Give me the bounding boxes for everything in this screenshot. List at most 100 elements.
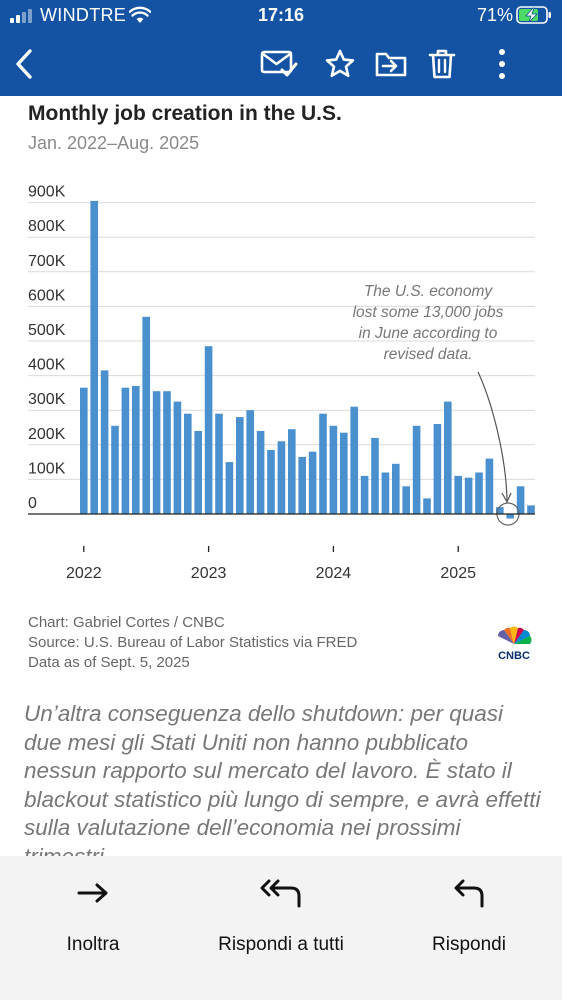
y-tick-label: 600K xyxy=(28,287,66,304)
mail-toolbar xyxy=(0,32,562,96)
bar-2023-06 xyxy=(256,431,265,514)
bar-2024-03 xyxy=(350,406,358,514)
y-tick-label: 500K xyxy=(28,322,66,339)
article-paragraph: Un’altra conseguenza dello shutdown: per… xyxy=(24,701,541,856)
bar-2024-08 xyxy=(402,486,410,514)
bar-2024-11 xyxy=(433,424,442,514)
bar-2023-05 xyxy=(246,410,254,514)
cnbc-logo-text: CNBC xyxy=(498,650,530,662)
annotation-line: The U.S. economy xyxy=(364,283,494,300)
back-arrow-icon xyxy=(16,49,32,79)
bar-2025-01 xyxy=(454,475,462,514)
bar-2022-02 xyxy=(90,200,98,514)
mark-read-button[interactable] xyxy=(258,32,300,96)
bar-2023-08 xyxy=(277,441,286,514)
bar-2022-06 xyxy=(132,386,140,514)
message-actions-bar: Inoltra Rispondi a tutti Rispondi xyxy=(0,856,562,1000)
carrier-name: WINDTRE xyxy=(40,5,127,25)
mark-read-envelope-icon xyxy=(260,50,298,77)
back-button[interactable] xyxy=(6,32,42,96)
chart-subtitle: Jan. 2022–Aug. 2025 xyxy=(28,133,200,153)
bar-2023-12 xyxy=(319,413,327,514)
bar-2025-06 xyxy=(506,514,514,519)
battery-percentage: 71% xyxy=(477,5,514,25)
chart-author-credit: Chart: Gabriel Cortes / CNBC xyxy=(28,614,225,631)
bar-2025-04 xyxy=(485,458,494,514)
bar-2022-05 xyxy=(121,387,130,514)
battery-charging-icon xyxy=(516,6,551,24)
bar-2023-09 xyxy=(288,429,296,514)
chart-title: Monthly job creation in the U.S. xyxy=(28,102,342,125)
bar-2023-04 xyxy=(236,417,244,514)
trash-icon xyxy=(428,49,456,79)
bar-2023-02 xyxy=(215,413,223,514)
y-tick-label: 800K xyxy=(28,218,66,235)
bar-2024-02 xyxy=(340,432,348,514)
bar-2022-11 xyxy=(184,413,192,514)
bar-2024-01 xyxy=(329,425,338,514)
bar-2025-05 xyxy=(496,507,504,514)
reply-icon xyxy=(454,879,484,908)
y-tick-label: 900K xyxy=(28,184,66,201)
wifi-icon xyxy=(129,6,151,23)
y-tick-label: 100K xyxy=(28,460,66,477)
annotation-line: lost some 13,000 jobs xyxy=(353,304,504,321)
bar-2024-10 xyxy=(423,498,431,514)
bar-2025-08 xyxy=(527,505,535,514)
y-tick-label: 0 xyxy=(28,495,37,512)
chart-source-credit: Source: U.S. Bureau of Labor Statistics … xyxy=(28,634,358,651)
bar-2022-09 xyxy=(163,391,171,514)
bar-2024-05 xyxy=(371,437,379,514)
bar-2023-10 xyxy=(298,456,306,514)
move-to-folder-button[interactable] xyxy=(370,32,412,96)
bar-2022-04 xyxy=(111,425,119,514)
bar-2024-12 xyxy=(444,401,452,514)
message-body[interactable]: Monthly job creation in the U.S. Jan. 20… xyxy=(0,96,562,856)
bar-2023-07 xyxy=(267,450,275,514)
star-button[interactable] xyxy=(320,32,360,96)
annotation-arrow xyxy=(477,371,508,501)
bar-2024-04 xyxy=(360,475,369,514)
more-options-button[interactable] xyxy=(484,32,520,96)
move-to-folder-icon xyxy=(375,52,407,77)
delete-button[interactable] xyxy=(422,32,462,96)
y-tick-label: 700K xyxy=(28,253,66,270)
bar-2025-07 xyxy=(516,486,525,514)
y-tick-label: 300K xyxy=(28,391,66,408)
bar-2022-12 xyxy=(194,431,202,514)
cellular-signal-icon xyxy=(10,9,32,23)
y-tick-label: 400K xyxy=(28,357,66,374)
status-bar: WINDTRE 17:16 71% xyxy=(0,0,562,32)
cnbc-logo: CNBC xyxy=(498,626,532,662)
reply-all-button[interactable]: Rispondi a tutti xyxy=(196,870,366,980)
forward-arrow-icon xyxy=(77,883,108,903)
bar-2023-11 xyxy=(308,451,317,514)
bar-2024-06 xyxy=(381,472,390,514)
x-tick-label: 2022 xyxy=(66,565,102,582)
star-icon xyxy=(325,49,355,78)
bar-2024-09 xyxy=(412,425,421,514)
bar-2022-01 xyxy=(80,387,88,514)
x-tick-label: 2023 xyxy=(191,565,227,582)
clock: 17:16 xyxy=(257,5,305,25)
more-vertical-icon xyxy=(499,49,505,79)
bar-2022-03 xyxy=(100,370,109,514)
bar-2022-08 xyxy=(152,391,161,514)
x-tick-label: 2024 xyxy=(316,565,352,582)
reply-all-icon xyxy=(260,879,301,908)
reply-label: Rispondi xyxy=(432,934,506,955)
reply-button[interactable]: Rispondi xyxy=(414,870,524,980)
reply-all-label: Rispondi a tutti xyxy=(218,934,344,955)
bar-2023-03 xyxy=(225,462,234,514)
chart-data-date: Data as of Sept. 5, 2025 xyxy=(28,654,190,671)
bar-2023-01 xyxy=(204,346,213,514)
job-creation-bar-chart: The U.S. economy lost some 13,000 jobs i… xyxy=(28,184,535,582)
bar-2025-02 xyxy=(464,477,473,514)
x-tick-label: 2025 xyxy=(440,565,476,582)
bar-2022-10 xyxy=(173,401,182,514)
annotation-line: revised data. xyxy=(384,346,473,363)
bar-2024-07 xyxy=(392,463,400,514)
annotation-line: in June according to xyxy=(359,325,498,342)
y-tick-label: 200K xyxy=(28,426,66,443)
forward-button[interactable]: Inoltra xyxy=(40,870,146,980)
